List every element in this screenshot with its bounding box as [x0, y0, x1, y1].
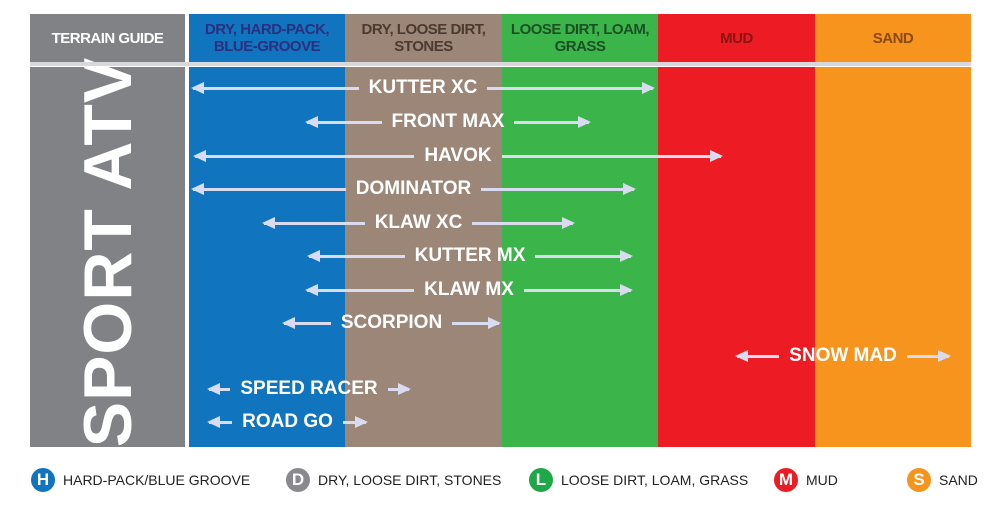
- tire-range-row: KLAW MX: [304, 279, 634, 300]
- l-badge-icon: L: [529, 468, 553, 492]
- arrow-left-icon: [262, 216, 365, 229]
- column-header-sand: SAND: [815, 14, 971, 62]
- legend-item-sand: S SAND: [907, 468, 978, 492]
- arrow-right-icon: [472, 216, 575, 229]
- arrow-left-icon: [192, 149, 415, 162]
- tire-label: KLAW XC: [374, 212, 463, 233]
- arrow-left-icon: [206, 415, 233, 428]
- h-badge-icon: H: [31, 468, 55, 492]
- tire-range-row: FRONT MAX: [305, 111, 591, 132]
- m-badge-icon: M: [774, 468, 798, 492]
- tire-range-row: DOMINATOR: [191, 178, 636, 199]
- tire-label: KUTTER XC: [368, 77, 478, 98]
- tire-range-row: HAVOK: [192, 145, 724, 166]
- arrow-left-icon: [304, 283, 415, 296]
- arrow-right-icon: [342, 415, 369, 428]
- legend-label: LOOSE DIRT, LOAM, GRASS: [561, 472, 749, 488]
- arrow-left-icon: [282, 316, 331, 329]
- legend-label: HARD-PACK/BLUE GROOVE: [63, 472, 251, 488]
- tire-range-row: KUTTER MX: [307, 245, 633, 266]
- column-sand: [815, 67, 971, 447]
- column-header-hard-pack: DRY, HARD-PACK, BLUE-GROOVE: [189, 14, 345, 62]
- legend-label: MUD: [806, 472, 838, 488]
- tire-label: SCORPION: [340, 312, 443, 333]
- tire-label: HAVOK: [424, 145, 492, 166]
- column-header-mud: MUD: [658, 14, 815, 62]
- tire-range-row: KLAW XC: [262, 212, 575, 233]
- legend-item-loose-dirt: D DRY, LOOSE DIRT, STONES: [286, 468, 501, 492]
- legend-label: DRY, LOOSE DIRT, STONES: [318, 472, 502, 488]
- arrow-left-icon: [305, 115, 382, 128]
- arrow-right-icon: [387, 382, 412, 395]
- legend-item-loam: L LOOSE DIRT, LOAM, GRASS: [529, 468, 748, 492]
- tire-label: SNOW MAD: [789, 345, 897, 366]
- tire-range-row: KUTTER XC: [191, 77, 655, 98]
- arrow-right-icon: [514, 115, 591, 128]
- legend-item-mud: M MUD: [774, 468, 838, 492]
- tire-range-row: SPEED RACER: [206, 378, 412, 399]
- tire-range-row: SNOW MAD: [734, 345, 952, 366]
- arrow-right-icon: [501, 149, 724, 162]
- category-label: SPORT ATV: [70, 56, 146, 448]
- arrow-left-icon: [734, 349, 780, 362]
- column-header-loose-dirt: DRY, LOOSE DIRT, STONES: [345, 14, 502, 62]
- tire-label: KUTTER MX: [414, 245, 526, 266]
- legend-item-hard-pack: H HARD-PACK/BLUE GROOVE: [31, 468, 250, 492]
- terrain-guide-title: TERRAIN GUIDE: [30, 14, 185, 62]
- arrow-left-icon: [191, 81, 359, 94]
- header-divider: [30, 62, 971, 66]
- column-header-loam: LOOSE DIRT, LOAM, GRASS: [502, 14, 658, 62]
- d-badge-icon: D: [286, 468, 310, 492]
- arrow-left-icon: [307, 249, 405, 262]
- tire-range-row: SCORPION: [282, 312, 501, 333]
- category-panel: [30, 67, 185, 447]
- tire-label: FRONT MAX: [391, 111, 505, 132]
- tire-label: ROAD GO: [242, 411, 333, 432]
- arrow-right-icon: [487, 81, 655, 94]
- arrow-left-icon: [206, 382, 231, 395]
- arrow-right-icon: [452, 316, 501, 329]
- s-badge-icon: S: [907, 468, 931, 492]
- tire-range-row: ROAD GO: [206, 411, 369, 432]
- arrow-left-icon: [191, 182, 346, 195]
- arrow-right-icon: [481, 182, 636, 195]
- arrow-right-icon: [535, 249, 633, 262]
- tire-label: SPEED RACER: [240, 378, 378, 399]
- arrow-right-icon: [523, 283, 634, 296]
- tire-label: KLAW MX: [424, 279, 514, 300]
- legend-label: SAND: [939, 472, 978, 488]
- arrow-right-icon: [906, 349, 952, 362]
- column-mud: [658, 67, 815, 447]
- tire-label: DOMINATOR: [355, 178, 472, 199]
